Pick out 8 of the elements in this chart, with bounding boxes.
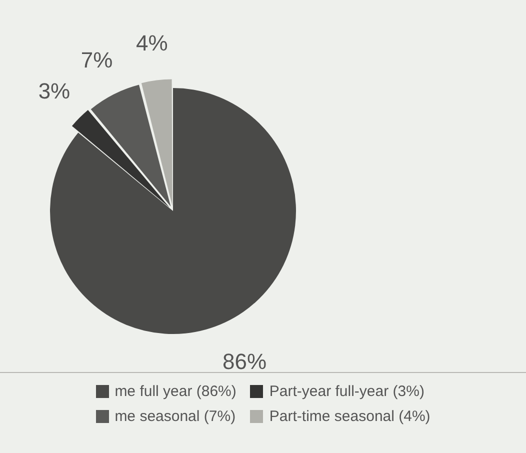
legend-label: Part-time seasonal (4%) [269,408,430,425]
data-label: 86% [222,349,267,374]
legend-label: me full year (86%) [114,383,236,400]
data-label: 3% [38,78,70,104]
data-label: 4% [136,30,168,56]
legend-label: me seasonal (7%) [114,408,236,425]
data-label: 7% [80,47,113,72]
legend-label: Part-year full-year (3%) [269,383,424,400]
